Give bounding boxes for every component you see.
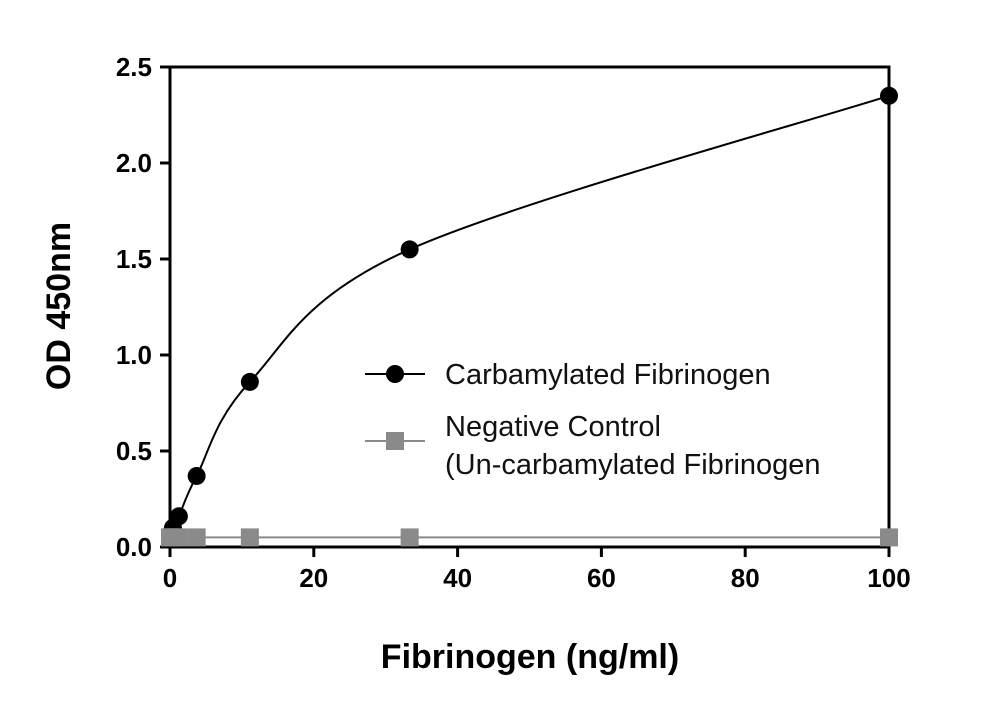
data-point [400, 240, 419, 259]
legend-marker [386, 365, 404, 383]
y-tick-label: 2.5 [116, 52, 152, 82]
y-axis-title: OD 450nm [40, 222, 78, 390]
data-point [187, 528, 206, 547]
data-point [169, 528, 188, 547]
legend-label-line: Carbamylated Fibrinogen [445, 359, 771, 391]
x-tick-label: 80 [731, 563, 760, 593]
x-tick-label: 60 [587, 563, 616, 593]
y-tick-label: 2.0 [116, 148, 152, 178]
data-point [880, 86, 898, 105]
legend-marker [386, 432, 404, 450]
y-tick-label: 1.5 [116, 244, 152, 274]
x-tick-label: 40 [443, 563, 472, 593]
x-tick-label: 20 [299, 563, 328, 593]
data-point [880, 528, 898, 547]
y-tick-label: 0.0 [116, 532, 152, 562]
data-point [240, 528, 259, 547]
plot-area [168, 65, 891, 549]
axes: 0 20 40 60 80 100 0.0 0.5 1.0 1.5 2.0 2.5 [116, 52, 911, 593]
x-tick-label: 100 [867, 563, 910, 593]
legend-entry: Carbamylated Fibrinogen [365, 359, 771, 391]
legend-label-line: Negative Control [445, 411, 661, 443]
y-tick-label: 1.0 [116, 340, 152, 370]
data-point [187, 466, 206, 485]
x-axis-title: Fibrinogen (ng/ml) [381, 638, 679, 676]
legend-label: Negative Control (Un-carbamylated Fibrino… [445, 411, 821, 481]
data-point [169, 507, 188, 526]
legend-label: Carbamylated Fibrinogen [445, 359, 771, 391]
legend: Carbamylated Fibrinogen Negative Control (… [365, 359, 821, 481]
legend-label-line: (Un-carbamylated Fibrinogen [445, 449, 821, 481]
series-negative-control [161, 528, 898, 547]
plot-frame [168, 65, 891, 549]
legend-entry: Negative Control (Un-carbamylated Fibrino… [365, 411, 821, 481]
y-tick-label: 0.5 [116, 436, 152, 466]
data-point [400, 528, 419, 547]
x-tick-label: 0 [163, 563, 177, 593]
series-group [161, 86, 898, 547]
data-point [240, 372, 259, 391]
